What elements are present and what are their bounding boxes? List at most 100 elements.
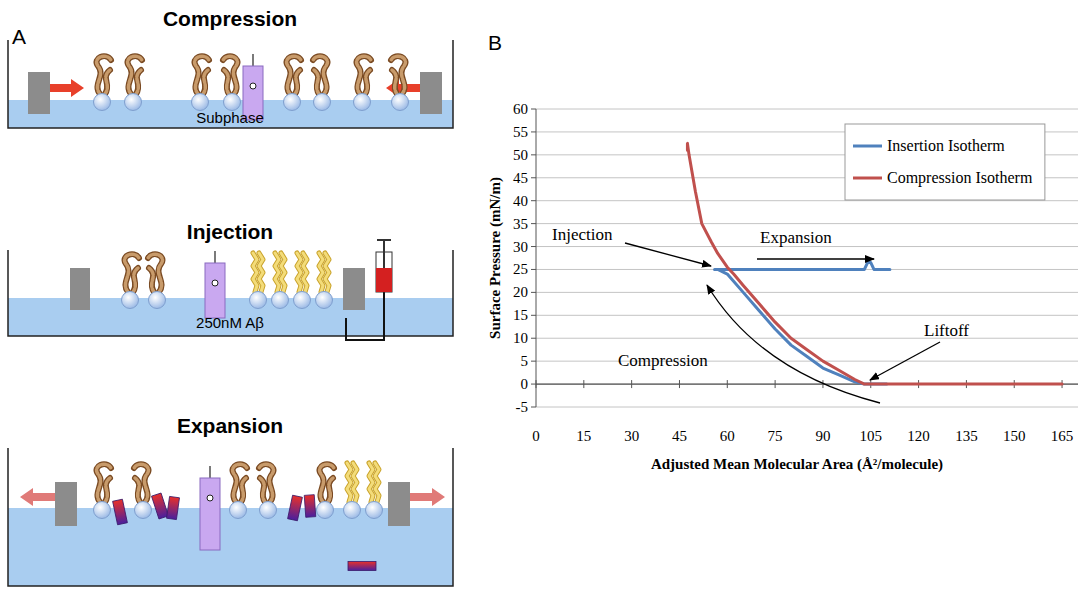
lipid-tail — [105, 478, 110, 502]
lipid-head — [224, 94, 241, 111]
panel-label: A — [12, 25, 26, 48]
lipid-tail-beads — [134, 464, 148, 502]
annotation: Expansion — [760, 228, 832, 247]
lipid-tail-upright-fill — [259, 253, 263, 292]
lipid-head — [149, 292, 166, 309]
x-tick — [679, 380, 680, 388]
lipid-tail-beads — [133, 268, 138, 292]
lipid-tail-upright — [347, 463, 351, 502]
lipid-head — [250, 292, 267, 309]
lipid-tail — [148, 254, 162, 292]
lipid-tail-beads — [357, 56, 371, 94]
lipid-head — [272, 292, 289, 309]
syringe-fluid — [376, 268, 392, 292]
legend-label: Insertion Isotherm — [887, 137, 1005, 154]
panel-a: ACompressionSubphaseInjection250nM AβExp… — [8, 7, 453, 586]
lipid-tail-beads — [328, 478, 333, 502]
y-tick — [531, 246, 536, 247]
lipid-tail-upright-fill — [297, 253, 301, 292]
x-tick-label: 135 — [955, 428, 978, 444]
lipid-tail-beads — [203, 70, 208, 94]
lipid-tail — [125, 254, 139, 292]
lipid-head — [125, 94, 142, 111]
lipid-tail-upright-fill — [347, 463, 351, 502]
lipid-tail — [128, 56, 142, 94]
lipid-tail-upright — [369, 463, 373, 502]
peptide — [113, 499, 128, 525]
legend-box — [845, 124, 1045, 200]
lipid-tail-beads — [314, 70, 319, 94]
isotherm-line — [687, 143, 1062, 384]
lipid-tail-beads — [259, 464, 273, 502]
lipid-tail — [97, 464, 111, 502]
y-tick-label: 55 — [513, 124, 528, 140]
lipid-tail-beads — [97, 56, 111, 94]
x-tick-label: 150 — [1003, 428, 1026, 444]
legend-label: Compression Isotherm — [887, 169, 1033, 187]
y-tick-label: 30 — [513, 239, 528, 255]
annotation-arrow — [625, 243, 711, 266]
x-tick — [727, 380, 728, 388]
wilhelmy-plate — [205, 263, 225, 318]
y-tick — [531, 384, 536, 385]
lipid-tail-beads — [287, 56, 301, 94]
lipid-tail-upright-fill — [275, 253, 279, 292]
step-title: Compression — [163, 7, 297, 30]
lipid-tail — [328, 478, 333, 502]
lipid-tail-upright-fill — [303, 253, 307, 292]
y-tick-label: 0 — [521, 376, 529, 392]
legend: Insertion Isotherm Compression Isotherm — [845, 124, 1045, 200]
syringe-plunger-cap — [377, 239, 391, 241]
lipid-tail — [260, 478, 265, 502]
lipid-head — [122, 292, 139, 309]
y-tick-label: 10 — [513, 330, 528, 346]
y-tick — [531, 338, 536, 339]
x-tick-label: 0 — [532, 428, 540, 444]
barrier — [388, 482, 410, 526]
peptide — [167, 496, 180, 519]
barrier — [28, 72, 50, 114]
lipid-tail — [259, 464, 273, 502]
trough — [8, 250, 453, 336]
lipid-tail-beads — [149, 268, 154, 292]
x-tick — [631, 380, 632, 388]
lipid-head — [354, 94, 371, 111]
lipid-tail-beads — [135, 478, 140, 502]
y-tick-label: 20 — [513, 284, 528, 300]
annotation: Liftoff — [924, 321, 969, 340]
barrier-arrow — [50, 79, 84, 97]
wilhelmy-plate — [200, 478, 220, 550]
lipid-tail — [391, 56, 405, 94]
y-tick — [531, 223, 536, 224]
lipid-tail — [136, 70, 141, 94]
lipid-tail-beads — [313, 56, 327, 94]
y-tick-label: 60 — [513, 101, 528, 117]
y-axis-title: Surface Pressure (mN/m) — [487, 177, 504, 339]
lipid-head — [94, 502, 111, 519]
lipid-tail-upright — [325, 253, 329, 292]
lipid-tail — [133, 268, 138, 292]
data-group — [687, 143, 1062, 384]
lipid-tail — [97, 56, 111, 94]
y-tick-label: 25 — [513, 261, 528, 277]
y-tick-label: 40 — [513, 193, 528, 209]
y-tick-label: 45 — [513, 170, 528, 186]
y-axis — [536, 109, 537, 407]
lipid-head — [230, 502, 247, 519]
grid-line — [536, 407, 1078, 408]
y-tick-label: 15 — [513, 307, 528, 323]
y-tick — [531, 269, 536, 270]
barrier — [55, 482, 77, 526]
panel-b: B-50510152025303540455055600153045607590… — [487, 31, 1078, 473]
lipid-tail-beads — [391, 56, 405, 94]
barrier — [70, 268, 90, 310]
y-tick-label: -5 — [516, 399, 529, 415]
subphase-label: Subphase — [196, 109, 264, 126]
lipid-tail — [195, 56, 209, 94]
y-tick — [531, 361, 536, 362]
lipid-tail-upright-fill — [375, 463, 379, 502]
peptide — [348, 562, 376, 571]
lipid-tail-upright-fill — [319, 253, 323, 292]
lipid-head — [94, 94, 111, 111]
lipid-tail — [392, 70, 397, 94]
